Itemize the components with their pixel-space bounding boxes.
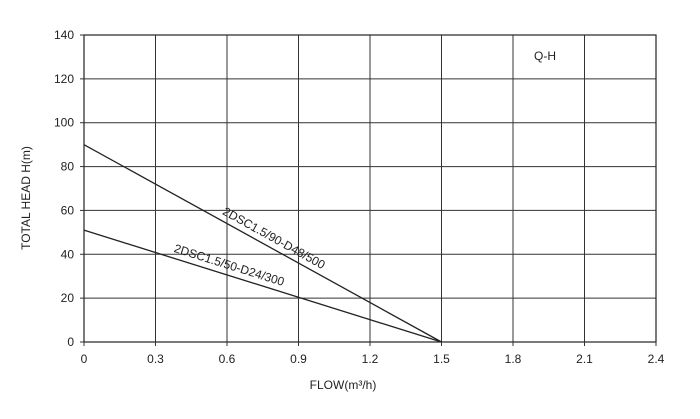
y-tick-label: 80	[61, 160, 75, 174]
y-tick-label: 140	[54, 28, 74, 42]
series-line	[83, 229, 442, 343]
series-label: 2DSC1.5/50-D24/300	[172, 241, 286, 289]
y-axis-label: TOTAL HEAD H(m)	[19, 146, 33, 250]
y-tick-label: 100	[54, 116, 74, 130]
x-tick-label: 1.8	[505, 352, 522, 366]
x-tick-label: 1.5	[433, 352, 450, 366]
x-tick-label: 0.6	[219, 352, 236, 366]
series-lines	[83, 144, 442, 343]
grid	[84, 35, 656, 342]
y-tick-label: 40	[61, 247, 75, 261]
x-axis-label: FLOW(m³/h)	[310, 378, 377, 392]
x-tick-label: 2.1	[576, 352, 593, 366]
y-axis-ticks: 0 20 40 60 80 100 120 140	[54, 28, 84, 349]
x-tick-label: 0.3	[147, 352, 164, 366]
y-tick-label: 60	[61, 203, 75, 217]
y-tick-label: 20	[61, 291, 75, 305]
x-axis-ticks: 0 0.3 0.6 0.9 1.2 1.5 1.8 2.1 2.4	[81, 342, 665, 366]
x-tick-label: 0	[81, 352, 88, 366]
series-line	[83, 144, 442, 343]
x-tick-label: 1.2	[362, 352, 379, 366]
y-tick-label: 0	[67, 335, 74, 349]
x-tick-label: 2.4	[648, 352, 665, 366]
y-tick-label: 120	[54, 72, 74, 86]
legend-label: Q-H	[534, 49, 556, 63]
x-tick-label: 0.9	[290, 352, 307, 366]
